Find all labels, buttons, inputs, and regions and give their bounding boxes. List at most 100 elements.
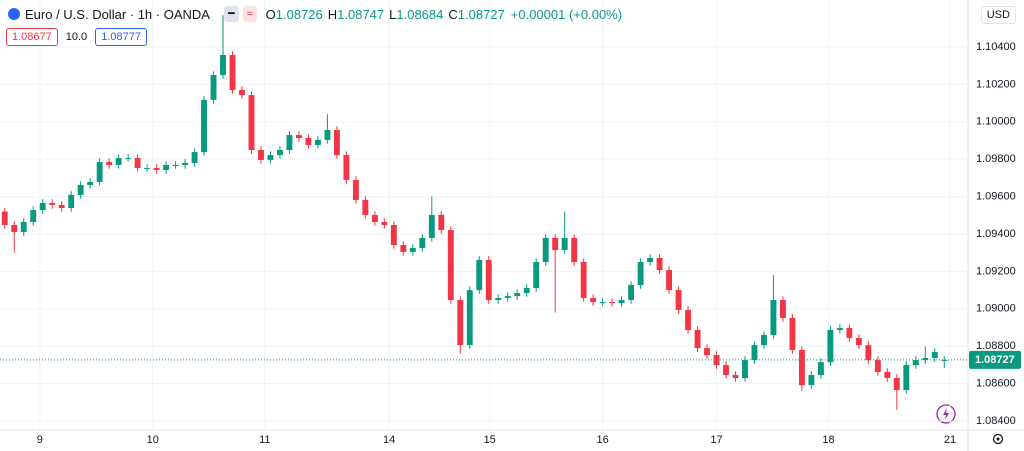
candle-body bbox=[874, 360, 881, 373]
lightning-button[interactable] bbox=[936, 404, 956, 424]
candle-body bbox=[115, 158, 122, 165]
candle-body bbox=[561, 237, 568, 251]
collapse-button[interactable]: ━ bbox=[223, 6, 239, 22]
candle-body bbox=[409, 248, 416, 252]
symbol-title[interactable]: Euro / U.S. Dollar · 1h · OANDA bbox=[25, 6, 210, 22]
candle-body bbox=[286, 135, 293, 151]
low-value: 1.08684 bbox=[396, 6, 444, 22]
candle-body bbox=[49, 202, 56, 205]
candle-body bbox=[239, 89, 245, 96]
candle-body bbox=[713, 354, 720, 366]
candle-body bbox=[742, 360, 748, 379]
x-tick-label: 16 bbox=[597, 434, 609, 446]
candle-body bbox=[656, 257, 663, 271]
candle-body bbox=[220, 54, 226, 76]
y-tick-label: 1.10400 bbox=[976, 41, 1016, 53]
open-value: 1.08726 bbox=[275, 6, 323, 22]
candle-body bbox=[855, 337, 862, 346]
change-value: +0.00001 (+0.00%) bbox=[510, 6, 623, 22]
x-tick-label: 17 bbox=[710, 434, 722, 446]
candle-body bbox=[438, 214, 445, 231]
candle-body bbox=[827, 329, 834, 363]
candle-body bbox=[144, 167, 151, 169]
candle-body bbox=[836, 328, 843, 330]
ask-button[interactable]: 1.08777 bbox=[95, 28, 147, 46]
candle-body bbox=[172, 164, 179, 166]
candle-body bbox=[504, 296, 511, 298]
y-tick-label: 1.09400 bbox=[976, 228, 1016, 240]
candle-body bbox=[466, 290, 473, 346]
compare-button[interactable]: ≈ bbox=[242, 6, 257, 22]
candle-body bbox=[618, 300, 625, 304]
candle-body bbox=[580, 262, 587, 298]
candle-body bbox=[931, 352, 938, 358]
candle-body bbox=[903, 365, 910, 390]
candle-body bbox=[153, 167, 160, 171]
high-key: H bbox=[327, 6, 338, 22]
symbol-logo bbox=[8, 8, 20, 20]
settings-icon[interactable] bbox=[992, 433, 1004, 445]
candle-body bbox=[11, 225, 18, 232]
candle-body bbox=[542, 237, 549, 263]
candle-body bbox=[352, 179, 359, 200]
currency-button[interactable]: USD bbox=[980, 6, 1016, 24]
high-value: 1.08747 bbox=[337, 6, 385, 22]
last-price-label: 1.08727 bbox=[975, 354, 1015, 366]
close-value: 1.08727 bbox=[457, 6, 505, 22]
candle-body bbox=[694, 329, 701, 349]
spread: 10.0 bbox=[65, 31, 88, 43]
candle-body bbox=[941, 359, 948, 361]
candle-body bbox=[381, 222, 388, 226]
candle-body bbox=[305, 138, 312, 145]
candle-body bbox=[163, 164, 170, 171]
candle-body bbox=[248, 95, 255, 151]
candle-body bbox=[637, 262, 644, 286]
candle-body bbox=[817, 362, 824, 376]
candle-body bbox=[476, 259, 483, 291]
low-key: L bbox=[389, 6, 397, 22]
y-tick-label: 1.09200 bbox=[976, 265, 1016, 277]
quote-panel: 1.08677 10.0 1.08777 bbox=[6, 28, 147, 46]
candle-body bbox=[419, 237, 426, 249]
candle-body bbox=[182, 162, 189, 165]
candle-body bbox=[30, 210, 37, 223]
candle-body bbox=[779, 300, 786, 318]
candle-body bbox=[533, 262, 540, 289]
candle-body bbox=[590, 297, 597, 303]
candle-body bbox=[761, 334, 767, 346]
candle-body bbox=[324, 129, 331, 140]
candle-body bbox=[106, 161, 113, 165]
candle-body bbox=[571, 237, 578, 263]
candle-body bbox=[267, 155, 274, 160]
bid-button[interactable]: 1.08677 bbox=[6, 28, 58, 46]
candle-body bbox=[87, 181, 94, 185]
candle-body bbox=[20, 222, 27, 232]
candle-body bbox=[343, 155, 350, 180]
candle-body bbox=[609, 302, 616, 304]
candle-body bbox=[798, 349, 805, 386]
candle-body bbox=[201, 99, 207, 153]
candle-body bbox=[390, 225, 397, 246]
candle-body bbox=[68, 194, 75, 208]
candle-body bbox=[277, 150, 283, 156]
candle-body bbox=[125, 158, 132, 160]
candle-body bbox=[77, 184, 84, 195]
candle-body bbox=[428, 214, 435, 238]
candle-body bbox=[210, 75, 217, 100]
candle-body bbox=[808, 375, 815, 386]
candle-body bbox=[457, 300, 464, 346]
candle-body bbox=[846, 328, 853, 338]
candle-body bbox=[922, 357, 929, 361]
x-tick-label: 15 bbox=[484, 434, 496, 446]
y-tick-label: 1.08800 bbox=[976, 340, 1016, 352]
candle-body bbox=[134, 158, 141, 168]
candle-body bbox=[666, 270, 673, 291]
candle-body bbox=[912, 360, 919, 366]
candle-body bbox=[675, 290, 682, 310]
x-tick-label: 18 bbox=[822, 434, 834, 446]
gear bbox=[992, 433, 1004, 445]
candle-body bbox=[751, 345, 758, 361]
candle-body bbox=[770, 300, 777, 335]
